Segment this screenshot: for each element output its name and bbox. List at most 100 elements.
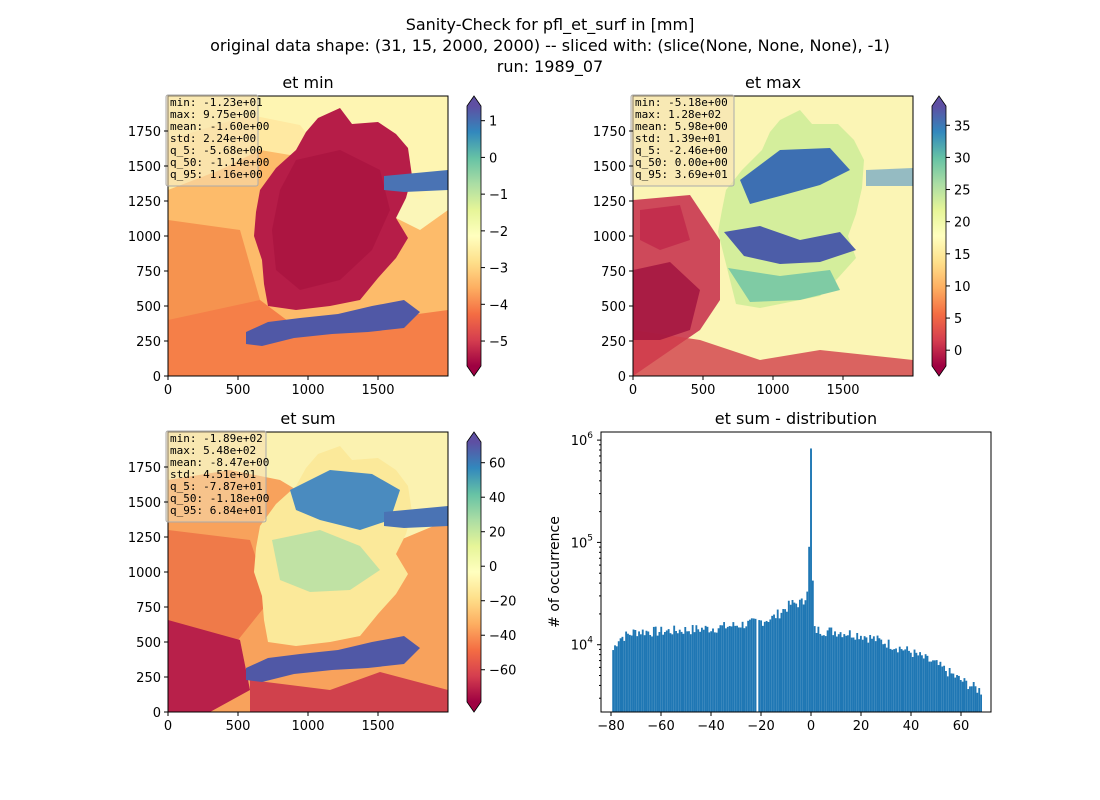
- y-axis: 0 250 500 750 1000 1250 1500 1750: [128, 125, 168, 385]
- y-axis: 0 250 500 750 1000 1250 1500 1750: [593, 125, 633, 385]
- histogram-bar: [828, 627, 831, 712]
- histogram-bar: [747, 620, 750, 712]
- histogram-bar: [932, 660, 934, 712]
- histogram-bar: [795, 603, 798, 712]
- histogram-bar: [758, 620, 761, 712]
- colorbar-tick-label: 0: [489, 560, 497, 575]
- x-tick-label: 1500: [361, 383, 394, 398]
- histogram-bar: [906, 646, 909, 712]
- histogram-bar: [830, 627, 833, 712]
- map-alps-blue: [246, 300, 420, 346]
- histogram-bars: [612, 448, 982, 712]
- histogram-bar: [937, 665, 940, 712]
- colorbar-tick-label: −5: [489, 335, 508, 350]
- x-tick-label: 1000: [756, 383, 789, 398]
- histogram-bar: [769, 619, 772, 712]
- map-germany-blue-band-2: [724, 226, 856, 264]
- histogram-title: et sum - distribution: [715, 409, 877, 428]
- histogram-bar: [817, 626, 820, 712]
- histogram-bar: [821, 635, 824, 712]
- colorbar-tick-label: 30: [954, 151, 971, 166]
- histogram-bar: [649, 634, 652, 712]
- histogram-bar: [728, 626, 731, 712]
- histogram-bar: [924, 654, 927, 712]
- stats-box: min: -5.18e+00 max: 1.28e+02 mean: 5.98e…: [630, 94, 735, 187]
- panel-et-max-title: et max: [745, 73, 801, 92]
- histogram-bar: [752, 618, 755, 712]
- stat-line: std: 1.39e+01: [635, 132, 721, 145]
- histogram-bar: [712, 628, 714, 712]
- panel-et-max: et max min: -5.18e+00 max: 1.28e+02 mean…: [593, 73, 971, 398]
- histogram-bar: [819, 633, 822, 712]
- histogram-bar: [636, 636, 639, 712]
- histogram-bar: [697, 629, 700, 712]
- histogram-bar: [786, 611, 788, 712]
- histogram-bar: [691, 625, 694, 712]
- histogram-y-label: # of occurrence: [547, 516, 563, 628]
- histogram-bar: [695, 625, 698, 712]
- panel-et-min: et min min: -1.23e+01 max: 9.75e+00 mean…: [128, 73, 508, 398]
- histogram-bar: [845, 635, 848, 712]
- histogram-bar: [957, 675, 960, 712]
- stat-line: q_95: 1.16e+00: [170, 168, 263, 181]
- histogram-bar: [843, 634, 846, 712]
- y-tick-exponent: 4: [587, 636, 593, 646]
- histogram-bar: [651, 636, 653, 712]
- histogram-bar: [826, 630, 829, 712]
- histogram-bar: [639, 634, 642, 712]
- histogram-bar: [778, 618, 781, 712]
- histogram-bar: [678, 629, 681, 712]
- histogram-bar: [721, 625, 724, 712]
- histogram-bar: [782, 609, 785, 712]
- histogram-bar: [675, 630, 677, 712]
- histogram-bar: [880, 639, 883, 712]
- histogram-bar: [904, 649, 907, 712]
- histogram-bar: [878, 638, 881, 712]
- histogram-bar: [699, 631, 701, 712]
- colorbar-tick-label: −20: [489, 595, 516, 610]
- y-tick-label: 0: [618, 370, 626, 385]
- x-tick-label: 0: [807, 719, 815, 734]
- map-south-red: [633, 330, 913, 376]
- histogram-bar: [885, 647, 888, 712]
- histogram-bar: [915, 652, 918, 712]
- et-max-map: [633, 96, 913, 376]
- stat-line: q_5: -5.68e+00: [170, 144, 263, 157]
- histogram-bar: [839, 632, 842, 712]
- histogram-bar: [889, 648, 892, 712]
- colorbar-tick-label: 0: [489, 151, 497, 166]
- y-tick-label: 1750: [128, 125, 161, 140]
- histogram-bar: [632, 629, 635, 712]
- histogram-bar: [708, 632, 711, 712]
- histogram-bar: [665, 630, 668, 712]
- x-tick-label: −80: [597, 719, 624, 734]
- y-tick-label: 1000: [128, 566, 161, 581]
- x-tick-label: 1000: [291, 719, 324, 734]
- histogram-bar: [700, 627, 703, 712]
- map-southwest-red: [168, 620, 250, 712]
- x-tick-label: −40: [697, 719, 724, 734]
- histogram-bar: [621, 636, 624, 712]
- stat-line: min: -1.89e+02: [170, 432, 263, 445]
- colorbar-tick-label: 25: [954, 184, 971, 199]
- colorbar-tick-label: −40: [489, 629, 516, 644]
- histogram-bar: [863, 636, 866, 712]
- stat-line: mean: -1.60e+00: [170, 120, 269, 133]
- histogram-bar: [737, 627, 740, 712]
- histogram-bar: [837, 634, 840, 712]
- histogram-bar: [808, 546, 811, 712]
- histogram-bar: [948, 668, 951, 712]
- histogram-bar: [811, 580, 814, 712]
- histogram-bar: [976, 692, 979, 712]
- histogram-bar: [832, 635, 835, 712]
- y-tick-label: 500: [136, 300, 161, 315]
- histogram-bar: [865, 637, 868, 712]
- histogram-bar: [658, 631, 661, 712]
- y-tick-label: 750: [136, 601, 161, 616]
- histogram-bar: [956, 675, 958, 712]
- x-axis: −80 −60 −40 −20 0 20 40 60: [597, 712, 969, 734]
- stat-line: min: -1.23e+01: [170, 96, 263, 109]
- y-tick-exponent: 5: [587, 533, 593, 543]
- histogram-bar: [954, 677, 957, 712]
- y-tick-label: 500: [136, 636, 161, 651]
